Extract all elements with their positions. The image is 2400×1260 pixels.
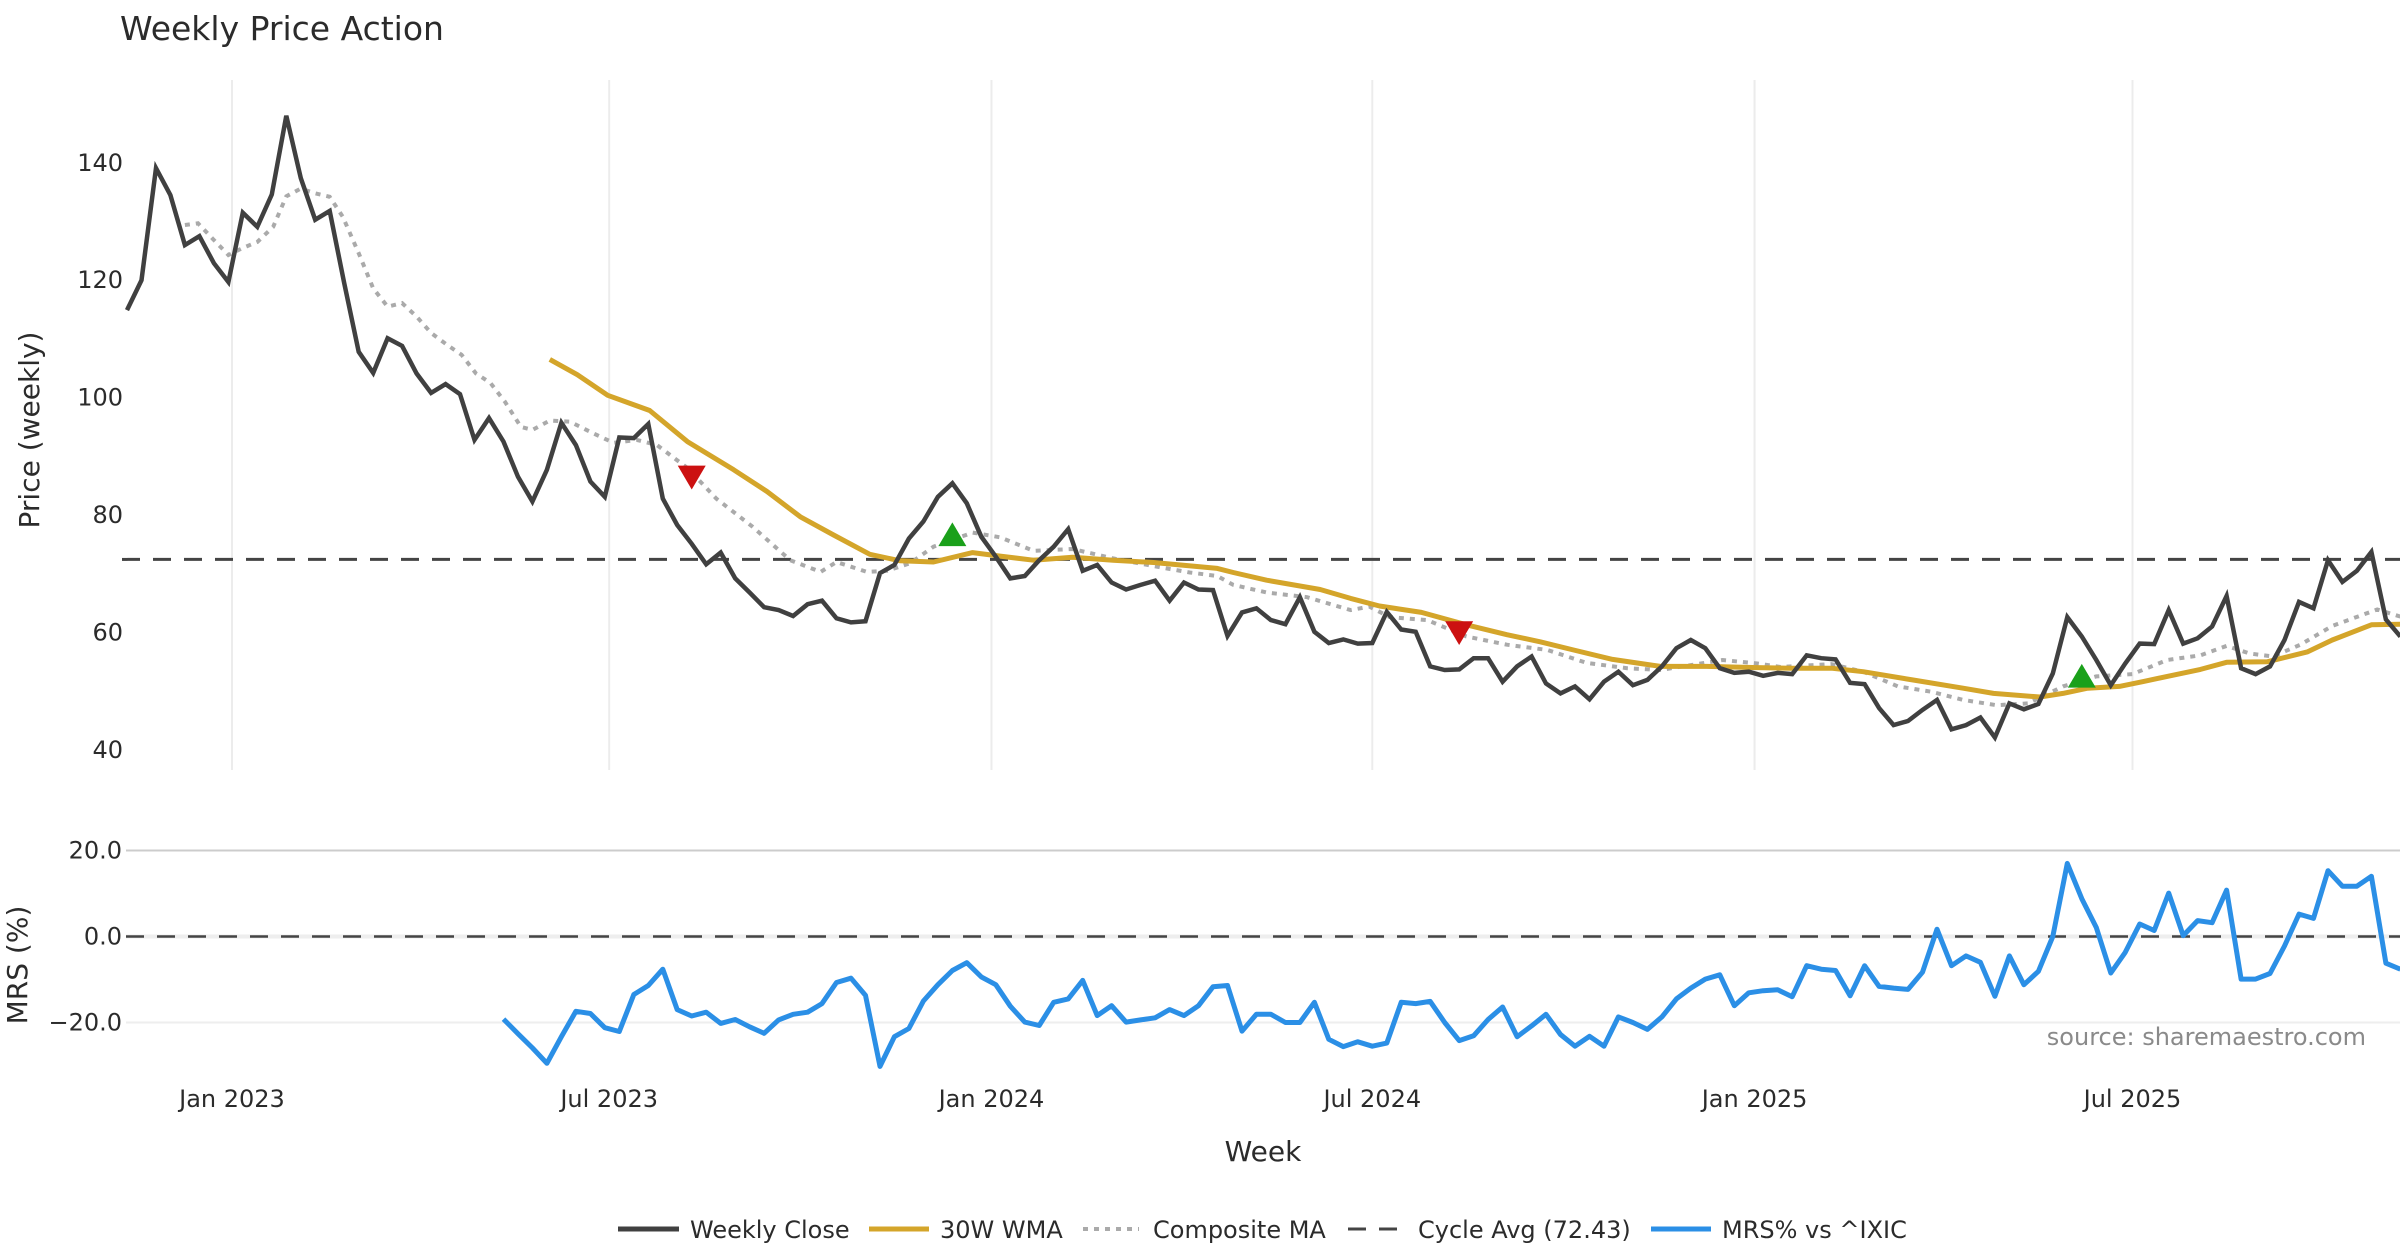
legend-item-wma: 30W WMA [869,1216,1063,1244]
x-tick-label: Jan 2023 [177,1085,285,1113]
x-tick-label: Jul 2023 [558,1085,658,1113]
x-axis-label: Week [1225,1135,1302,1168]
legend-label: Cycle Avg (72.43) [1418,1216,1631,1244]
mrs-y-tick-label: 0.0 [84,923,122,951]
mrs-y-axis-label: MRS (%) [1,906,34,1025]
legend-item-composite-ma: Composite MA [1083,1216,1326,1244]
composite-ma-line [184,186,2400,708]
x-tick-label: Jul 2024 [1321,1085,1421,1113]
source-annotation: source: sharemaestro.com [2047,1023,2366,1051]
chart-title: Weekly Price Action [120,9,444,48]
price-vertical-gridlines [230,80,2134,770]
price-y-tick-label: 80 [92,501,123,529]
x-tick-labels: Jan 2023 Jul 2023 Jan 2024 Jul 2024 Jan 2025… [177,1085,2181,1113]
price-y-tick-label: 140 [77,149,123,177]
legend-label: MRS% vs ^IXIC [1722,1216,1907,1244]
wma-30w-line [548,357,2400,700]
mrs-y-tick-label: 20.0 [69,837,122,865]
buy-signal-marker [938,522,967,547]
x-tick-label: Jan 2025 [1700,1085,1808,1113]
price-y-tick-label: 120 [77,266,123,294]
mrs-y-tick-labels: 20.0 0.0 −20.0 [48,837,122,1037]
legend: Weekly Close 30W WMA Composite MA Cycle … [618,1216,1907,1244]
mrs-line [501,860,2400,1069]
legend-label: Weekly Close [690,1216,850,1244]
mrs-y-tick-label: −20.0 [48,1009,122,1037]
signal-markers [677,465,2096,688]
price-y-tick-label: 60 [92,618,123,646]
legend-item-weekly-close: Weekly Close [618,1216,850,1244]
price-y-tick-labels: 40 60 80 100 120 140 [77,149,123,764]
legend-item-mrs: MRS% vs ^IXIC [1651,1216,1907,1244]
legend-label: 30W WMA [940,1216,1063,1244]
legend-label: Composite MA [1153,1216,1326,1244]
weekly-close-line [124,115,2400,743]
x-tick-label: Jan 2024 [937,1085,1045,1113]
buy-signal-marker [2067,663,2096,688]
price-y-tick-label: 100 [77,384,123,412]
sell-signal-marker [677,465,706,490]
x-tick-label: Jul 2025 [2082,1085,2182,1113]
legend-item-cycle-avg: Cycle Avg (72.43) [1348,1216,1631,1244]
price-y-tick-label: 40 [92,736,123,764]
price-y-axis-label: Price (weekly) [13,332,46,529]
sell-signal-marker [1445,621,1474,645]
